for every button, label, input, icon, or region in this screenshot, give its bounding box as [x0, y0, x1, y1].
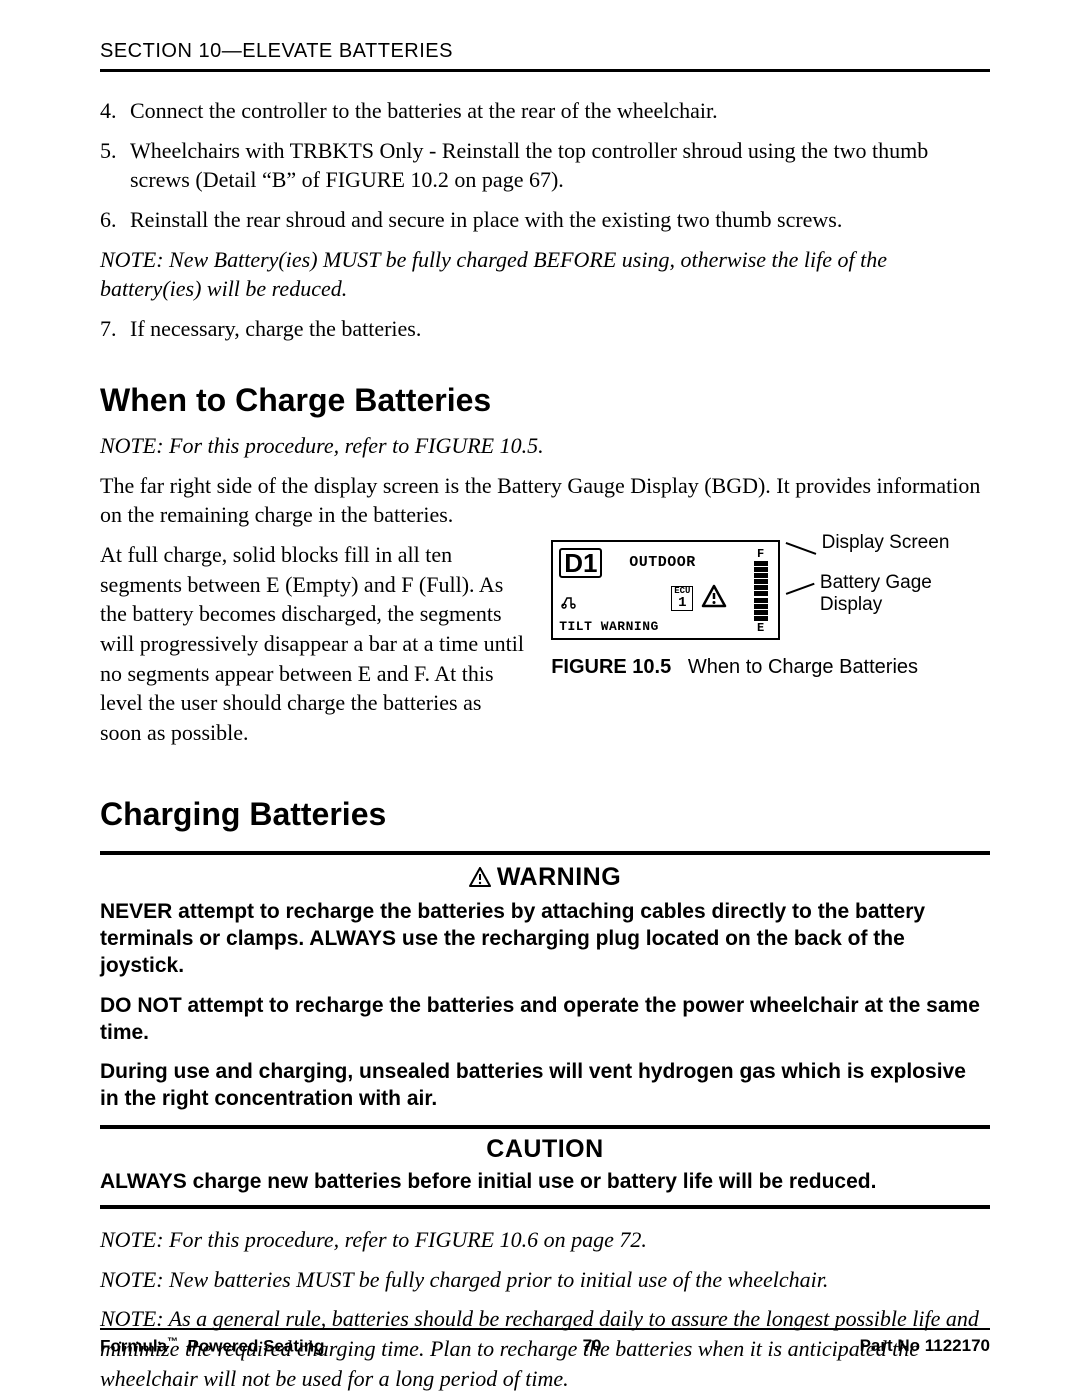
tilt-warning-label: TILT WARNING [559, 619, 659, 634]
item-number: 4. [100, 96, 117, 126]
note-text: NOTE: New Battery(ies) MUST be fully cha… [100, 245, 990, 304]
mode-label: OUTDOOR [629, 554, 696, 571]
callout-battery-gauge: Battery Gage Display [820, 572, 990, 616]
note-text: NOTE: For this procedure, refer to FIGUR… [100, 431, 990, 461]
section-header: SECTION 10—ELEVATE BATTERIES [100, 40, 990, 72]
warning-block: WARNING NEVER attempt to recharge the ba… [100, 851, 990, 1129]
numbered-list-cont: 7. If necessary, charge the batteries. [100, 314, 990, 344]
item-number: 7. [100, 314, 117, 344]
gauge-full-label: F [757, 548, 764, 560]
tilt-icon [561, 592, 581, 610]
body-paragraph: The far right side of the display screen… [100, 471, 990, 530]
item-number: 6. [100, 205, 117, 235]
warning-icon [701, 584, 727, 608]
body-paragraph: At full charge, solid blocks fill in all… [100, 540, 527, 748]
warning-text: During use and charging, unsealed batter… [100, 1058, 990, 1113]
ecu-indicator: ECU1 [671, 586, 693, 611]
numbered-list: 4. Connect the controller to the batterie… [100, 96, 990, 235]
footer-part-number: Part No 1122170 [860, 1336, 990, 1357]
caution-text: ALWAYS charge new batteries before initi… [100, 1168, 990, 1195]
gauge-segment [754, 561, 768, 566]
list-item: 4.Connect the controller to the batterie… [130, 96, 990, 126]
item-text: Connect the controller to the batteries … [130, 98, 718, 123]
charging-title: Charging Batteries [100, 796, 990, 833]
caution-block: CAUTION ALWAYS charge new batteries befo… [100, 1129, 990, 1209]
caution-header: CAUTION [100, 1135, 990, 1164]
drive-mode-box: D1 [559, 548, 602, 578]
gauge-segment [754, 573, 768, 578]
page-footer: Formula™ Powered Seating 70 Part No 1122… [100, 1328, 990, 1357]
figure-10-5: D1 OUTDOOR ECU1 TILT WARNING F E Display… [551, 540, 990, 679]
footer-product: Formula™ Powered Seating [100, 1336, 325, 1357]
item-text: Reinstall the rear shroud and secure in … [130, 207, 842, 232]
warning-text: NEVER attempt to recharge the batteries … [100, 898, 990, 980]
gauge-segment [754, 585, 768, 590]
gauge-empty-label: E [757, 622, 764, 634]
item-number: 5. [100, 136, 117, 166]
callout-display-screen: Display Screen [822, 532, 950, 554]
list-item: 7.If necessary, charge the batteries. [130, 314, 990, 344]
gauge-segment [754, 604, 768, 609]
page-number: 70 [583, 1336, 602, 1357]
list-item: 5.Wheelchairs with TRBKTS Only - Reinsta… [130, 136, 990, 195]
battery-gauge: F E [749, 548, 773, 634]
when-charge-title: When to Charge Batteries [100, 382, 990, 419]
note-text: NOTE: For this procedure, refer to FIGUR… [100, 1225, 990, 1255]
gauge-segment [754, 591, 768, 596]
gauge-segment [754, 610, 768, 615]
item-text: If necessary, charge the batteries. [130, 316, 421, 341]
display-screen-mock: D1 OUTDOOR ECU1 TILT WARNING F E [551, 540, 779, 640]
item-text: Wheelchairs with TRBKTS Only - Reinstall… [130, 138, 928, 193]
gauge-segment [754, 567, 768, 572]
warning-triangle-icon [469, 867, 491, 887]
list-item: 6.Reinstall the rear shroud and secure i… [130, 205, 990, 235]
note-text: NOTE: New batteries MUST be fully charge… [100, 1265, 990, 1295]
warning-text: DO NOT attempt to recharge the batteries… [100, 992, 990, 1047]
warning-header: WARNING [100, 863, 990, 892]
gauge-segment [754, 579, 768, 584]
figure-caption: FIGURE 10.5 When to Charge Batteries [551, 656, 990, 679]
gauge-segment [754, 598, 768, 603]
